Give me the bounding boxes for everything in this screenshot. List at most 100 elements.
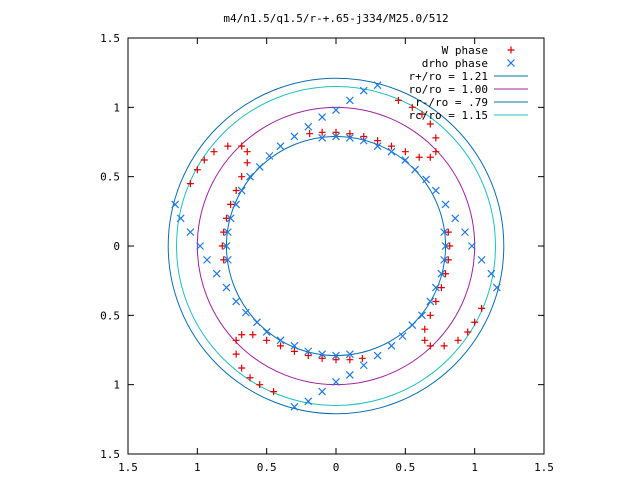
- point-0-15: [394, 96, 402, 104]
- x-tick-label-5: 1: [471, 461, 478, 474]
- point-1-16: [290, 402, 299, 411]
- legend-label-2: r+/ro = 1.21: [409, 70, 488, 83]
- y-tick-label-6: 1.5: [100, 32, 120, 45]
- x-tick-label-6: 1.5: [534, 461, 554, 474]
- point-1-3: [437, 269, 446, 278]
- point-0-13: [418, 110, 426, 118]
- point-0-20: [437, 284, 445, 292]
- point-0-11: [432, 134, 440, 142]
- point-1-32: [487, 269, 496, 278]
- y-tick-label-3: 0: [113, 240, 120, 253]
- legend-marker-0: [507, 46, 515, 54]
- axis-ticks: 1.5 1 0.5 0 0.5 1 1.51.510.500.511.5: [100, 32, 554, 474]
- y-tick-label-1: 1: [113, 379, 120, 392]
- point-1-51: [345, 350, 354, 359]
- point-0-32: [346, 356, 354, 364]
- point-0-6: [387, 142, 395, 150]
- point-0-50: [222, 214, 230, 222]
- point-0-10: [432, 148, 440, 156]
- point-0-17: [446, 242, 454, 250]
- chart-title: m4/n1.5/q1.5/r-+.65-j334/M25.0/512: [223, 12, 448, 25]
- point-0-1: [318, 128, 326, 136]
- point-1-38: [232, 200, 241, 209]
- circle-1: [196, 106, 476, 386]
- point-0-58: [210, 148, 218, 156]
- legend-label-5: rc/ro = 1.15: [409, 109, 488, 122]
- point-0-26: [440, 342, 448, 350]
- legend-label-4: r-/ro = .79: [415, 96, 488, 109]
- point-0-35: [304, 352, 312, 360]
- y-tick-label-5: 1: [113, 101, 120, 114]
- point-1-61: [222, 283, 231, 292]
- data-series: [171, 81, 501, 411]
- point-0-25: [426, 342, 434, 350]
- point-1-22: [387, 147, 396, 156]
- point-0-60: [193, 166, 201, 174]
- point-0-30: [478, 304, 486, 312]
- point-1-15: [304, 397, 313, 406]
- point-1-18: [332, 132, 340, 141]
- point-0-54: [243, 159, 251, 167]
- point-0-18: [444, 256, 452, 264]
- point-1-27: [441, 200, 450, 209]
- point-1-48: [345, 96, 354, 105]
- point-1-17: [318, 133, 327, 142]
- point-0-21: [432, 297, 440, 305]
- point-1-13: [332, 377, 340, 386]
- point-0-24: [421, 336, 429, 344]
- legend-label-3: ro/ro = 1.00: [409, 83, 488, 96]
- point-0-19: [442, 270, 450, 278]
- point-1-67: [171, 200, 180, 209]
- point-1-19: [345, 133, 354, 142]
- point-0-55: [243, 148, 251, 156]
- point-1-39: [237, 186, 246, 195]
- point-1-66: [176, 214, 185, 223]
- point-0-5: [374, 137, 382, 145]
- point-1-60: [232, 297, 241, 306]
- point-0-61: [186, 180, 194, 188]
- point-0-56: [238, 142, 246, 150]
- point-1-2: [440, 255, 449, 264]
- point-1-57: [262, 328, 271, 336]
- point-1-65: [186, 228, 195, 237]
- point-1-25: [422, 175, 431, 184]
- point-1-14: [318, 387, 327, 396]
- point-0-51: [227, 200, 235, 208]
- point-1-23: [401, 156, 410, 164]
- point-1-10: [373, 351, 382, 360]
- point-1-0: [440, 228, 449, 237]
- point-0-42: [232, 350, 240, 358]
- point-0-31: [358, 354, 366, 362]
- point-1-50: [373, 81, 382, 90]
- point-0-33: [332, 356, 340, 364]
- point-0-37: [277, 342, 285, 350]
- y-tick-label-0: 1.5: [100, 448, 120, 461]
- series-0: [186, 96, 486, 396]
- point-1-64: [196, 242, 205, 250]
- point-1-55: [290, 341, 299, 350]
- point-1-46: [318, 113, 327, 121]
- point-1-9: [387, 341, 396, 350]
- point-0-49: [220, 228, 228, 236]
- point-1-29: [461, 228, 469, 237]
- point-1-37: [226, 214, 235, 223]
- x-tick-label-4: 0.5: [395, 461, 415, 474]
- point-0-3: [346, 130, 354, 138]
- point-0-48: [218, 242, 226, 250]
- point-0-38: [263, 336, 271, 344]
- point-1-58: [253, 318, 261, 327]
- x-tick-label-2: 0.5: [257, 461, 277, 474]
- point-0-53: [238, 173, 246, 181]
- point-1-28: [451, 214, 460, 223]
- point-1-42: [265, 151, 274, 160]
- y-tick-label-2: 0.5: [100, 309, 120, 322]
- circle-0: [167, 77, 505, 415]
- point-1-47: [332, 106, 340, 115]
- point-0-7: [401, 148, 409, 156]
- point-0-9: [426, 153, 434, 161]
- point-0-8: [415, 153, 423, 161]
- point-1-24: [411, 165, 419, 174]
- circle-2: [225, 135, 447, 357]
